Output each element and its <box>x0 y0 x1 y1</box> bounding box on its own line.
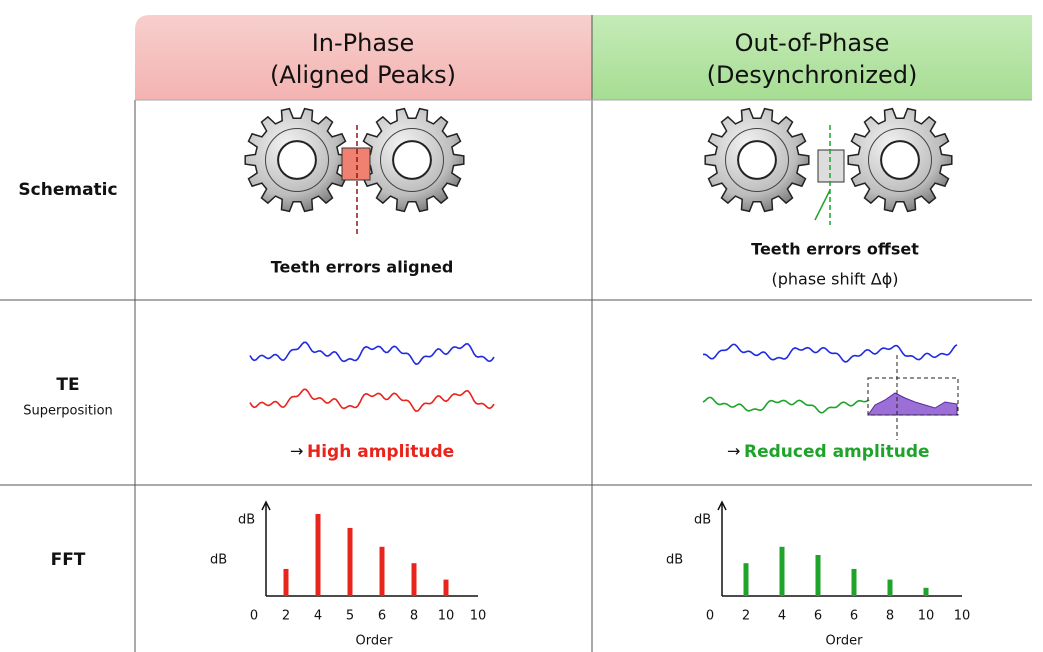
x-tick-label: 10 <box>918 609 935 624</box>
axis-label: dB <box>694 513 711 528</box>
x-tick-label: 2 <box>742 609 750 624</box>
x-tick-label: 10 <box>470 609 487 624</box>
row-label: Superposition <box>23 404 113 419</box>
column-title: In-Phase <box>312 29 415 57</box>
gear-hub <box>881 141 919 179</box>
x-tick-label: 4 <box>778 609 786 624</box>
axis-label: dB <box>210 553 227 568</box>
bar <box>348 528 353 596</box>
gear-hub <box>393 141 431 179</box>
x-tick-label: 8 <box>410 609 418 624</box>
arrow: → <box>727 442 740 461</box>
wave <box>250 342 494 364</box>
bar <box>924 588 929 596</box>
x-tick-label: 2 <box>282 609 290 624</box>
axis-label: Order <box>826 634 864 649</box>
x-tick-label: 0 <box>250 609 258 624</box>
bar <box>380 547 385 596</box>
gear-hub <box>738 141 776 179</box>
mesh <box>818 150 844 182</box>
caption: Teeth errors offset <box>751 240 919 259</box>
bar <box>284 569 289 596</box>
axis-label: Order <box>356 634 394 649</box>
column-title: (Aligned Peaks) <box>270 61 456 89</box>
wave <box>703 344 957 362</box>
bar <box>780 547 785 596</box>
arrow: → <box>290 442 303 461</box>
row-label: TE <box>56 375 79 395</box>
x-tick-label: 6 <box>814 609 822 624</box>
mesh <box>342 148 370 180</box>
caption: Reduced amplitude <box>744 442 930 462</box>
caption: Teeth errors aligned <box>271 258 454 277</box>
x-tick-label: 8 <box>886 609 894 624</box>
table-lines <box>0 15 1032 652</box>
bar <box>744 563 749 596</box>
figure: In-Phase (Aligned Peaks) Out-of-Phase (D… <box>0 0 1043 652</box>
fft-chart: dB dB Order 0 2 4 5 6 8 10 10 <box>210 502 486 649</box>
highlight <box>868 393 957 415</box>
marker <box>815 190 830 220</box>
x-tick-label: 6 <box>850 609 858 624</box>
x-tick-label: 10 <box>954 609 971 624</box>
wave <box>703 398 869 413</box>
x-tick-label: 6 <box>378 609 386 624</box>
column-title: Out-of-Phase <box>735 29 890 57</box>
x-tick-label: 4 <box>314 609 322 624</box>
x-tick-label: 0 <box>706 609 714 624</box>
caption: (phase shift Δϕ) <box>772 270 899 289</box>
gear-hub <box>278 141 316 179</box>
bar <box>316 514 321 596</box>
row-label: FFT <box>51 550 86 570</box>
bar <box>444 580 449 596</box>
column-title: (Desynchronized) <box>707 61 918 89</box>
bar <box>852 569 857 596</box>
axis-label: dB <box>666 553 683 568</box>
bar <box>888 580 893 596</box>
bar <box>412 563 417 596</box>
x-tick-label: 5 <box>346 609 354 624</box>
row-label: Schematic <box>18 180 117 200</box>
axis-label: dB <box>238 513 255 528</box>
bar <box>816 555 821 596</box>
fft-chart: dB dB Order 0 2 4 6 6 8 10 10 <box>666 502 970 649</box>
x-tick-label: 10 <box>438 609 455 624</box>
caption: High amplitude <box>307 442 454 462</box>
wave <box>250 389 494 411</box>
